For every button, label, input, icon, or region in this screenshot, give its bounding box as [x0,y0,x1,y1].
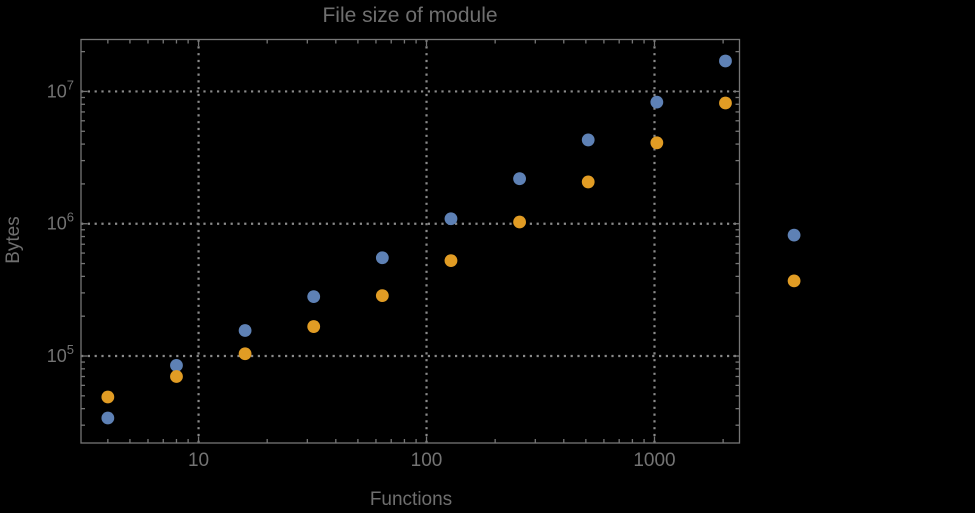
data-point-orange-series [238,347,252,361]
x-tick-label: 100 [411,450,443,471]
x-tick-label: 10 [188,450,209,471]
data-point-orange-series [650,136,664,150]
data-point-blue-series [513,172,526,186]
data-point-blue-series [101,411,115,425]
data-point-blue-series [581,133,595,147]
data-point-orange-series [719,96,732,110]
data-point-blue-series [719,54,732,68]
y-tick-label: 106 [47,210,74,234]
plot-frame [80,38,741,444]
data-point-blue-series [444,212,458,226]
data-point-orange-series [375,289,389,303]
data-point-orange-series [307,320,321,333]
data-point-blue-series [238,324,252,337]
x-tick-label: 1000 [633,450,675,471]
data-point-blue-series [375,251,389,265]
chart-title: File size of module [322,4,498,27]
data-point-orange-series [170,370,183,383]
data-point-blue-series [650,95,664,109]
y-tick-label: 105 [47,342,74,366]
x-axis-label: Functions [369,489,453,510]
data-point-blue-series [787,228,801,242]
data-point-orange-series [581,175,595,189]
data-point-orange-series [444,254,458,268]
data-point-orange-series [787,274,801,288]
data-point-orange-series [101,390,115,404]
data-point-blue-series [170,358,183,372]
data-point-orange-series [513,215,526,229]
y-tick-label: 107 [47,77,74,101]
data-point-blue-series [307,290,321,304]
y-axis-label-text: Bytes [3,216,24,264]
